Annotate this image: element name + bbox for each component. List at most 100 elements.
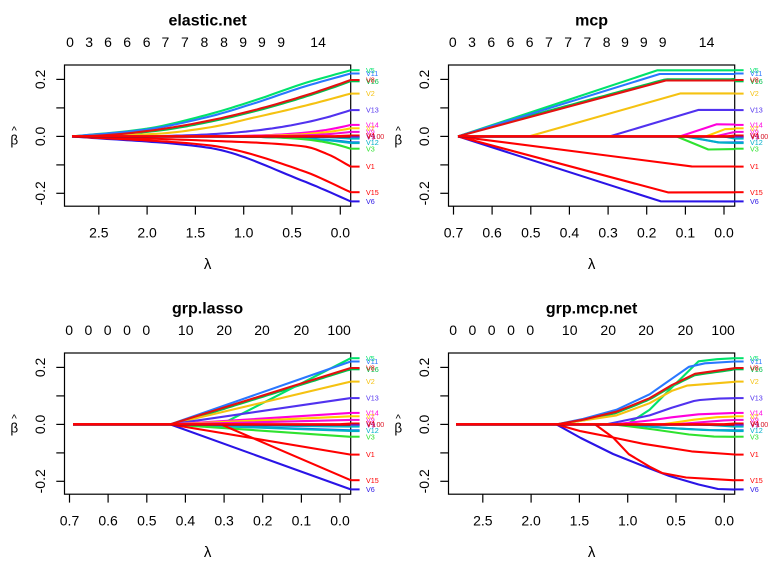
svg-text:6: 6 [507, 34, 515, 50]
svg-text:V14: V14 [366, 409, 379, 418]
svg-text:20: 20 [678, 322, 694, 338]
svg-text:V10: V10 [751, 132, 766, 141]
svg-text:7: 7 [564, 34, 572, 50]
svg-text:V8: V8 [750, 364, 759, 373]
svg-text:14: 14 [310, 34, 326, 50]
svg-text:λ: λ [588, 544, 596, 561]
svg-text:20: 20 [216, 322, 232, 338]
svg-text:V5: V5 [750, 354, 759, 363]
svg-text:0: 0 [104, 322, 112, 338]
svg-text:grp.lasso: grp.lasso [172, 301, 243, 318]
svg-text:9: 9 [258, 34, 266, 50]
svg-text:0.5: 0.5 [137, 512, 157, 528]
svg-text:1.5: 1.5 [186, 224, 206, 240]
svg-text:β: β [10, 133, 18, 148]
svg-text:V1: V1 [366, 162, 375, 171]
svg-text:1.5: 1.5 [570, 512, 590, 528]
svg-text:V8: V8 [750, 76, 759, 85]
svg-text:V3: V3 [366, 144, 375, 153]
svg-text:0: 0 [469, 322, 477, 338]
svg-text:-0.2: -0.2 [32, 469, 48, 493]
svg-text:1.0: 1.0 [234, 224, 254, 240]
svg-text:6: 6 [526, 34, 534, 50]
svg-text:V9: V9 [750, 421, 759, 430]
svg-text:V16: V16 [366, 77, 379, 86]
svg-text:2.0: 2.0 [137, 224, 157, 240]
svg-text:V4: V4 [750, 419, 759, 428]
svg-text:elastic.net: elastic.net [168, 13, 247, 30]
svg-text:V2: V2 [366, 89, 375, 98]
svg-text:0.0: 0.0 [416, 414, 432, 434]
svg-text:V13: V13 [366, 394, 379, 403]
svg-text:0.0: 0.0 [714, 224, 734, 240]
svg-text:V1: V1 [750, 450, 759, 459]
svg-text:V7: V7 [366, 124, 375, 133]
svg-text:V9: V9 [366, 128, 375, 137]
svg-text:0: 0 [123, 322, 131, 338]
svg-text:-0.2: -0.2 [416, 181, 432, 205]
svg-text:0.7: 0.7 [60, 512, 80, 528]
svg-text:V13: V13 [750, 394, 763, 403]
svg-text:V10: V10 [367, 420, 382, 429]
svg-text:100: 100 [327, 322, 351, 338]
svg-text:0: 0 [449, 322, 457, 338]
svg-text:V2: V2 [750, 89, 759, 98]
svg-text:9: 9 [277, 34, 285, 50]
svg-text:0.6: 0.6 [482, 224, 502, 240]
svg-text:^: ^ [396, 413, 402, 425]
svg-text:V1: V1 [366, 450, 375, 459]
svg-text:0: 0 [142, 322, 150, 338]
svg-text:V4: V4 [366, 131, 375, 140]
svg-text:0.0: 0.0 [715, 512, 735, 528]
svg-text:3: 3 [468, 34, 476, 50]
svg-text:0.2: 0.2 [416, 69, 432, 89]
svg-text:8: 8 [201, 34, 209, 50]
svg-text:V8: V8 [366, 364, 375, 373]
svg-text:9: 9 [621, 34, 629, 50]
svg-text:V11: V11 [750, 357, 762, 366]
svg-text:λ: λ [588, 256, 596, 273]
svg-text:0: 0 [526, 322, 534, 338]
svg-text:V13: V13 [366, 106, 379, 115]
svg-text:7: 7 [162, 34, 170, 50]
svg-text:6: 6 [143, 34, 151, 50]
svg-text:V3: V3 [750, 144, 759, 153]
svg-text:^: ^ [12, 125, 18, 137]
svg-text:V10: V10 [367, 132, 382, 141]
svg-text:V14: V14 [750, 409, 763, 418]
svg-text:9: 9 [640, 34, 648, 50]
svg-text:20: 20 [638, 322, 654, 338]
svg-text:9: 9 [659, 34, 667, 50]
svg-text:V5: V5 [750, 66, 759, 75]
svg-text:2.5: 2.5 [89, 224, 109, 240]
svg-text:-0.2: -0.2 [32, 181, 48, 205]
svg-text:0.0: 0.0 [416, 126, 432, 146]
svg-text:V4: V4 [750, 131, 759, 140]
svg-text:0: 0 [380, 420, 384, 429]
svg-text:0.2: 0.2 [416, 357, 432, 377]
svg-text:V6: V6 [750, 485, 759, 494]
svg-text:V12: V12 [366, 138, 379, 147]
svg-text:V12: V12 [750, 138, 763, 147]
svg-text:9: 9 [239, 34, 247, 50]
svg-text:grp.mcp.net: grp.mcp.net [546, 301, 638, 318]
svg-text:V15: V15 [366, 188, 379, 197]
svg-text:7: 7 [181, 34, 189, 50]
svg-text:V2: V2 [366, 377, 375, 386]
svg-text:V16: V16 [366, 365, 379, 374]
svg-text:2.5: 2.5 [473, 512, 493, 528]
svg-text:V6: V6 [366, 197, 375, 206]
svg-text:6: 6 [104, 34, 112, 50]
svg-text:V5: V5 [366, 354, 375, 363]
svg-text:0.2: 0.2 [637, 224, 657, 240]
svg-text:14: 14 [699, 34, 715, 50]
svg-text:V11: V11 [366, 69, 378, 78]
svg-text:0.5: 0.5 [666, 512, 686, 528]
svg-text:20: 20 [294, 322, 310, 338]
svg-text:0: 0 [764, 420, 768, 429]
svg-text:0.0: 0.0 [331, 224, 351, 240]
svg-text:V5: V5 [366, 66, 375, 75]
svg-text:λ: λ [204, 256, 212, 273]
svg-text:V16: V16 [750, 365, 763, 374]
svg-text:0.1: 0.1 [292, 512, 312, 528]
